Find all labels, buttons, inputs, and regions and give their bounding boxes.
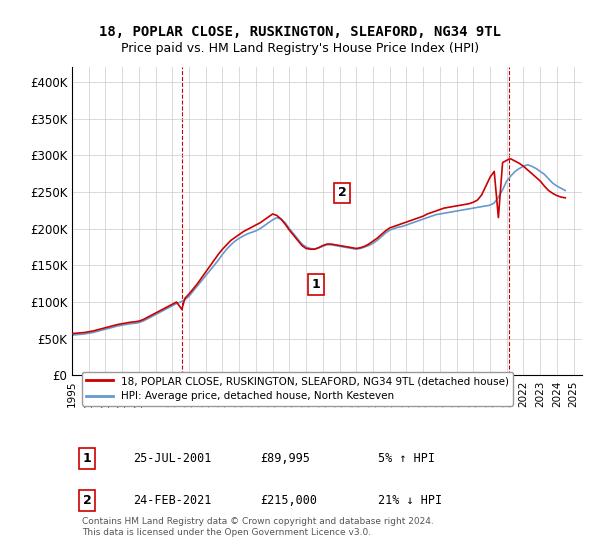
- Text: 2: 2: [338, 186, 346, 199]
- Text: 25-JUL-2001: 25-JUL-2001: [133, 452, 212, 465]
- Text: Contains HM Land Registry data © Crown copyright and database right 2024.
This d: Contains HM Land Registry data © Crown c…: [82, 517, 434, 536]
- Legend: 18, POPLAR CLOSE, RUSKINGTON, SLEAFORD, NG34 9TL (detached house), HPI: Average : 18, POPLAR CLOSE, RUSKINGTON, SLEAFORD, …: [82, 372, 513, 405]
- Text: 1: 1: [83, 452, 92, 465]
- Text: £215,000: £215,000: [260, 494, 318, 507]
- Text: 18, POPLAR CLOSE, RUSKINGTON, SLEAFORD, NG34 9TL: 18, POPLAR CLOSE, RUSKINGTON, SLEAFORD, …: [99, 25, 501, 39]
- Text: 21% ↓ HPI: 21% ↓ HPI: [378, 494, 442, 507]
- Text: 1: 1: [311, 278, 320, 291]
- Text: £89,995: £89,995: [260, 452, 311, 465]
- Text: 24-FEB-2021: 24-FEB-2021: [133, 494, 212, 507]
- Text: 2: 2: [83, 494, 92, 507]
- Text: 5% ↑ HPI: 5% ↑ HPI: [378, 452, 435, 465]
- Text: Price paid vs. HM Land Registry's House Price Index (HPI): Price paid vs. HM Land Registry's House …: [121, 42, 479, 55]
